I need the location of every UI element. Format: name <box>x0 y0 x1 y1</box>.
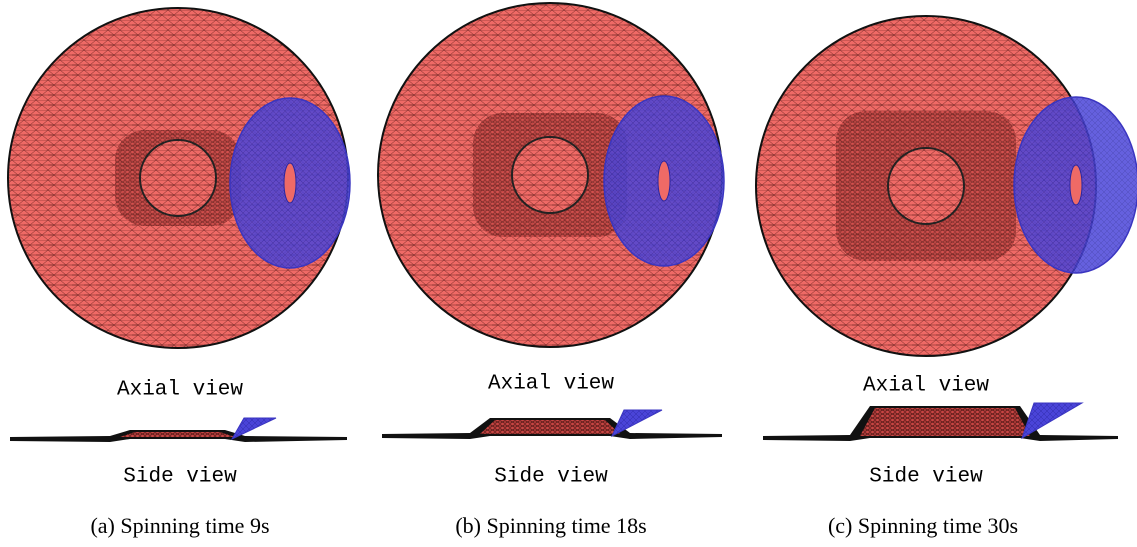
side-refined <box>120 432 235 437</box>
axial-label: Axial view <box>863 375 989 398</box>
side-label: Side view <box>869 466 983 489</box>
side-refined <box>860 408 1030 436</box>
side-refined <box>480 420 620 434</box>
side-label: Side view <box>123 466 237 489</box>
side-roller <box>612 410 662 436</box>
mandrel-hole <box>140 140 216 216</box>
roller-hole <box>1070 165 1082 205</box>
caption: (c) Spinning time 30s <box>828 513 1018 538</box>
mandrel-hole <box>512 137 588 213</box>
side-label: Side view <box>494 466 608 489</box>
side-roller <box>1022 403 1082 438</box>
axial-label: Axial view <box>488 373 614 396</box>
caption: (a) Spinning time 9s <box>90 513 269 538</box>
panel: Axial view Side view (a) Spinning time 9s <box>8 8 350 538</box>
panel: Axial view Side view (c) Spinning time 30s <box>756 16 1137 538</box>
mandrel-hole <box>888 148 964 224</box>
figure: Axial viewSide view(a) Spinning time 9sA… <box>0 0 1137 547</box>
roller-hole <box>284 163 296 203</box>
side-roller <box>232 418 276 439</box>
axial-label: Axial view <box>117 379 243 402</box>
caption: (b) Spinning time 18s <box>455 513 646 538</box>
roller-hole <box>658 161 670 201</box>
panel: Axial view Side view (b) Spinning time 18s <box>378 3 724 538</box>
